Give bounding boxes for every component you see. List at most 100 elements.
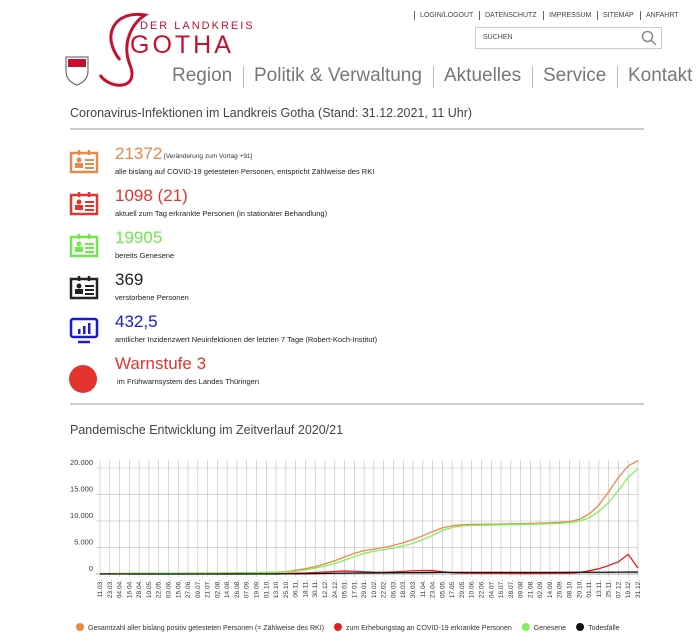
x-tick-label: 21.08.	[527, 580, 534, 598]
stat-value: Warnstufe 3	[115, 354, 207, 373]
x-tick-label: 10.02.	[371, 580, 378, 598]
legend-label: zum Erhebungstag an COVID-19 erkrankte P…	[346, 625, 512, 632]
legend-label: Gesamtzahl aller bislang positiv geteste…	[88, 625, 324, 632]
x-tick-label: 11.03.	[97, 580, 104, 598]
stat-icon	[69, 276, 99, 300]
chart-title: Pandemische Entwicklung im Zeitverlauf 2…	[70, 423, 344, 437]
x-tick-label: 24.12.	[332, 580, 339, 598]
x-tick-label: 14.09.	[547, 580, 554, 598]
legend-label: Todesfälle	[588, 625, 620, 632]
y-tick-label: 20.000	[70, 458, 93, 467]
x-tick-label: 23.03.	[107, 580, 114, 598]
x-tick-label: 17.05.	[449, 580, 456, 598]
x-tick-label: 18.03.	[400, 580, 407, 598]
x-tick-label: 07.09.	[244, 580, 251, 598]
stat-desc: im Frühwarnsystem des Landes Thüringen	[117, 377, 260, 386]
stat-icon	[69, 317, 99, 344]
top-link[interactable]: SITEMAP	[603, 12, 634, 19]
stat-desc: verstorbene Personen	[115, 293, 189, 302]
x-tick-label: 07.12.	[615, 580, 622, 598]
legend-marker	[576, 623, 585, 631]
x-tick-label: 05.05.	[439, 580, 446, 598]
logo: DER LANDKREIS GOTHA	[65, 12, 255, 87]
stat-icon	[69, 365, 97, 393]
link-separator	[597, 11, 598, 20]
coat-of-arms-band	[68, 59, 86, 67]
y-tick-label: 5.000	[74, 537, 93, 546]
x-tick-label: 12.12.	[322, 580, 329, 598]
x-tick-label: 10.05.	[146, 580, 153, 598]
x-tick-label: 16.07.	[498, 580, 505, 598]
x-tick-label: 29.01.	[361, 580, 368, 598]
x-tick-label: 01.10.	[263, 580, 270, 598]
x-tick-label: 23.04.	[430, 580, 437, 598]
top-link[interactable]: DATENSCHUTZ	[485, 12, 537, 19]
stat-desc: bereits Genesene	[115, 251, 175, 260]
x-tick-label: 27.06.	[185, 580, 192, 598]
stat-value: 1098 (21)	[115, 186, 188, 205]
stat-note: [Veränderung zum Vortag +91]	[164, 153, 253, 160]
x-tick-label: 25.11.	[606, 580, 613, 598]
nav-separator	[617, 66, 618, 88]
x-tick-label: 05.01.	[342, 580, 349, 598]
nav-item[interactable]: Service	[543, 65, 607, 86]
top-link[interactable]: ANFAHRT	[646, 12, 679, 19]
x-tick-label: 18.11.	[302, 580, 309, 598]
x-tick-label: 03.06.	[165, 580, 172, 598]
x-tick-label: 10.06.	[469, 580, 476, 598]
section-title: Coronavirus-Infektionen im Landkreis Got…	[70, 106, 473, 120]
nav-separator	[433, 66, 434, 88]
search-icon[interactable]	[641, 30, 657, 46]
logo-big: GOTHA	[130, 31, 234, 59]
logo-small: DER LANDKREIS	[140, 20, 255, 32]
y-tick-label: 10.000	[70, 511, 93, 520]
top-link[interactable]: LOGIN/LOGOUT	[420, 12, 474, 19]
x-tick-label: 13.11.	[596, 580, 603, 598]
stat-icon	[69, 150, 99, 174]
top-link[interactable]: IMPRESSUM	[549, 12, 592, 19]
data-line	[99, 571, 639, 575]
nav-item[interactable]: Kontakt	[628, 65, 693, 86]
x-tick-label: 20.10.	[576, 580, 583, 598]
search-box[interactable]: SUCHEN	[475, 27, 662, 49]
x-tick-label: 30.03.	[410, 580, 417, 598]
legend-label: Genesene	[534, 625, 566, 632]
stat-desc: amtlicher Inzidenzwert Neuinfektionen de…	[115, 335, 378, 344]
stat-desc: alle bislang auf COVID-19 getesteten Per…	[115, 167, 375, 176]
x-tick-label: 31.12.	[635, 580, 642, 598]
x-tick-label: 08.10.	[567, 580, 574, 598]
data-line	[99, 460, 639, 575]
nav-item[interactable]: Region	[172, 65, 233, 86]
x-tick-label: 16.04.	[126, 580, 133, 598]
nav-item[interactable]: Politik & Verwaltung	[254, 65, 422, 86]
y-tick-label: 15.000	[70, 484, 93, 493]
x-tick-label: 11.04.	[420, 580, 427, 598]
x-tick-label: 09.08.	[518, 580, 525, 598]
x-tick-label: 19.12.	[625, 580, 632, 598]
divider	[70, 128, 644, 130]
link-separator	[479, 11, 480, 20]
logo-swirl	[98, 12, 149, 87]
x-tick-label: 19.09.	[254, 580, 261, 598]
link-separator	[640, 11, 641, 20]
nav-separator	[243, 66, 244, 88]
x-tick-label: 30.11.	[312, 580, 319, 598]
stat-value: 432,5	[115, 312, 158, 331]
nav-item[interactable]: Aktuelles	[444, 65, 522, 86]
x-tick-label: 25.10.	[283, 580, 290, 598]
x-tick-label: 29.05.	[459, 580, 466, 598]
x-tick-label: 26.09.	[557, 580, 564, 598]
x-tick-label: 04.07.	[488, 580, 495, 598]
divider	[70, 403, 644, 405]
x-tick-label: 22.06.	[478, 580, 485, 598]
x-tick-label: 13.10.	[273, 580, 280, 598]
x-tick-label: 02.09.	[537, 580, 544, 598]
stat-desc: aktuell zum Tag erkrankte Personen (in s…	[115, 209, 328, 218]
x-tick-label: 04.04.	[117, 580, 124, 598]
x-tick-label: 22.05.	[156, 580, 163, 598]
data-line	[99, 553, 639, 575]
link-separator	[414, 11, 415, 20]
legend-marker	[521, 623, 530, 631]
